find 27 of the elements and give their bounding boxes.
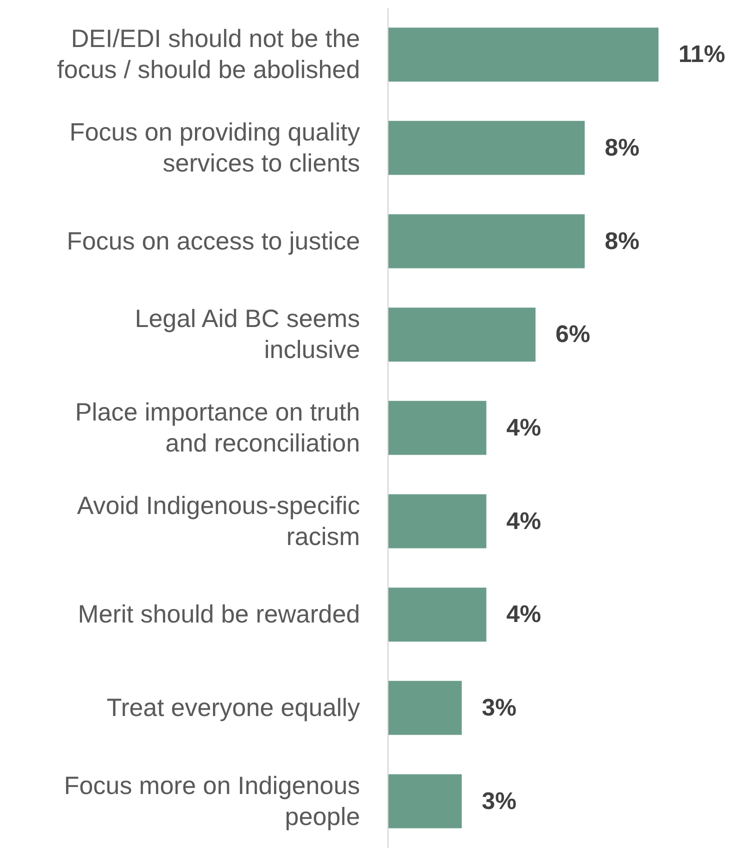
y-tick-label: Focus on access to justice [66,227,360,256]
data-label: 3% [482,694,516,722]
y-tick-label: Avoid Indigenous-specific racism [76,492,360,551]
y-tick-label: Merit should be rewarded [78,600,360,629]
y-tick-label: Focus more on Indigenous people [64,772,360,831]
y-tick-label: Treat everyone equally [106,694,360,722]
bar [388,494,486,548]
y-tick-label: Legal Aid BC seems inclusive [134,305,360,364]
data-label: 4% [506,508,542,535]
bar [388,400,486,455]
data-label: 6% [556,321,590,348]
y-tick-label: Focus on providing quality services to clients [70,118,360,178]
y-tick-label: Place importance on truth and reconciliation [75,398,360,458]
bar [388,588,486,642]
data-label: 8% [604,134,640,162]
data-label: 4% [506,601,542,628]
data-label: 11% [678,41,726,68]
bar [388,214,585,268]
bar [388,774,462,828]
bar [388,308,536,362]
data-label: 8% [604,228,640,255]
bar [388,28,658,82]
bar [388,120,585,175]
data-label: 3% [482,788,516,815]
bar [388,680,462,735]
y-tick-label: DEI/EDI should not be the focus / should be abolished [57,25,360,84]
data-label: 4% [506,414,542,442]
